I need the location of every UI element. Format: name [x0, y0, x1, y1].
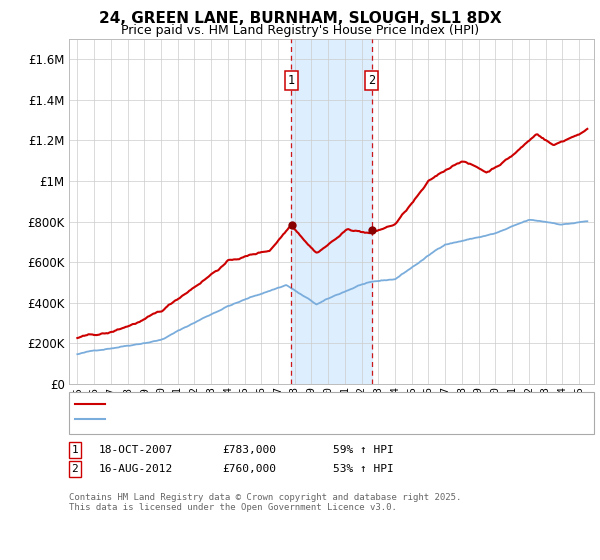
Bar	[292, 39, 371, 384]
Text: 2: 2	[368, 74, 375, 87]
Text: 2: 2	[71, 464, 79, 474]
Text: £760,000: £760,000	[222, 464, 276, 474]
Text: £783,000: £783,000	[222, 445, 276, 455]
Text: 1: 1	[288, 74, 295, 87]
Text: 53% ↑ HPI: 53% ↑ HPI	[333, 464, 394, 474]
Text: 24, GREEN LANE, BURNHAM, SLOUGH, SL1 8DX: 24, GREEN LANE, BURNHAM, SLOUGH, SL1 8DX	[98, 11, 502, 26]
Text: 18-OCT-2007: 18-OCT-2007	[99, 445, 173, 455]
Text: 16-AUG-2012: 16-AUG-2012	[99, 464, 173, 474]
Text: 59% ↑ HPI: 59% ↑ HPI	[333, 445, 394, 455]
Text: HPI: Average price, detached house, Buckinghamshire: HPI: Average price, detached house, Buck…	[111, 414, 430, 424]
Text: 1: 1	[71, 445, 79, 455]
Text: Contains HM Land Registry data © Crown copyright and database right 2025.
This d: Contains HM Land Registry data © Crown c…	[69, 493, 461, 512]
Text: Price paid vs. HM Land Registry's House Price Index (HPI): Price paid vs. HM Land Registry's House …	[121, 24, 479, 37]
Text: 24, GREEN LANE, BURNHAM, SLOUGH, SL1 8DX (detached house): 24, GREEN LANE, BURNHAM, SLOUGH, SL1 8DX…	[111, 399, 467, 409]
